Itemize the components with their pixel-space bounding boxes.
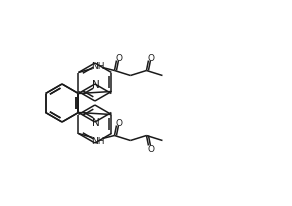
Text: N: N xyxy=(92,80,100,90)
Text: O: O xyxy=(116,118,123,127)
Text: O: O xyxy=(116,54,123,63)
Text: N: N xyxy=(92,117,100,127)
Text: O: O xyxy=(148,54,155,63)
Text: O: O xyxy=(148,144,155,153)
Text: NH: NH xyxy=(91,62,104,71)
Text: NH: NH xyxy=(91,136,104,145)
